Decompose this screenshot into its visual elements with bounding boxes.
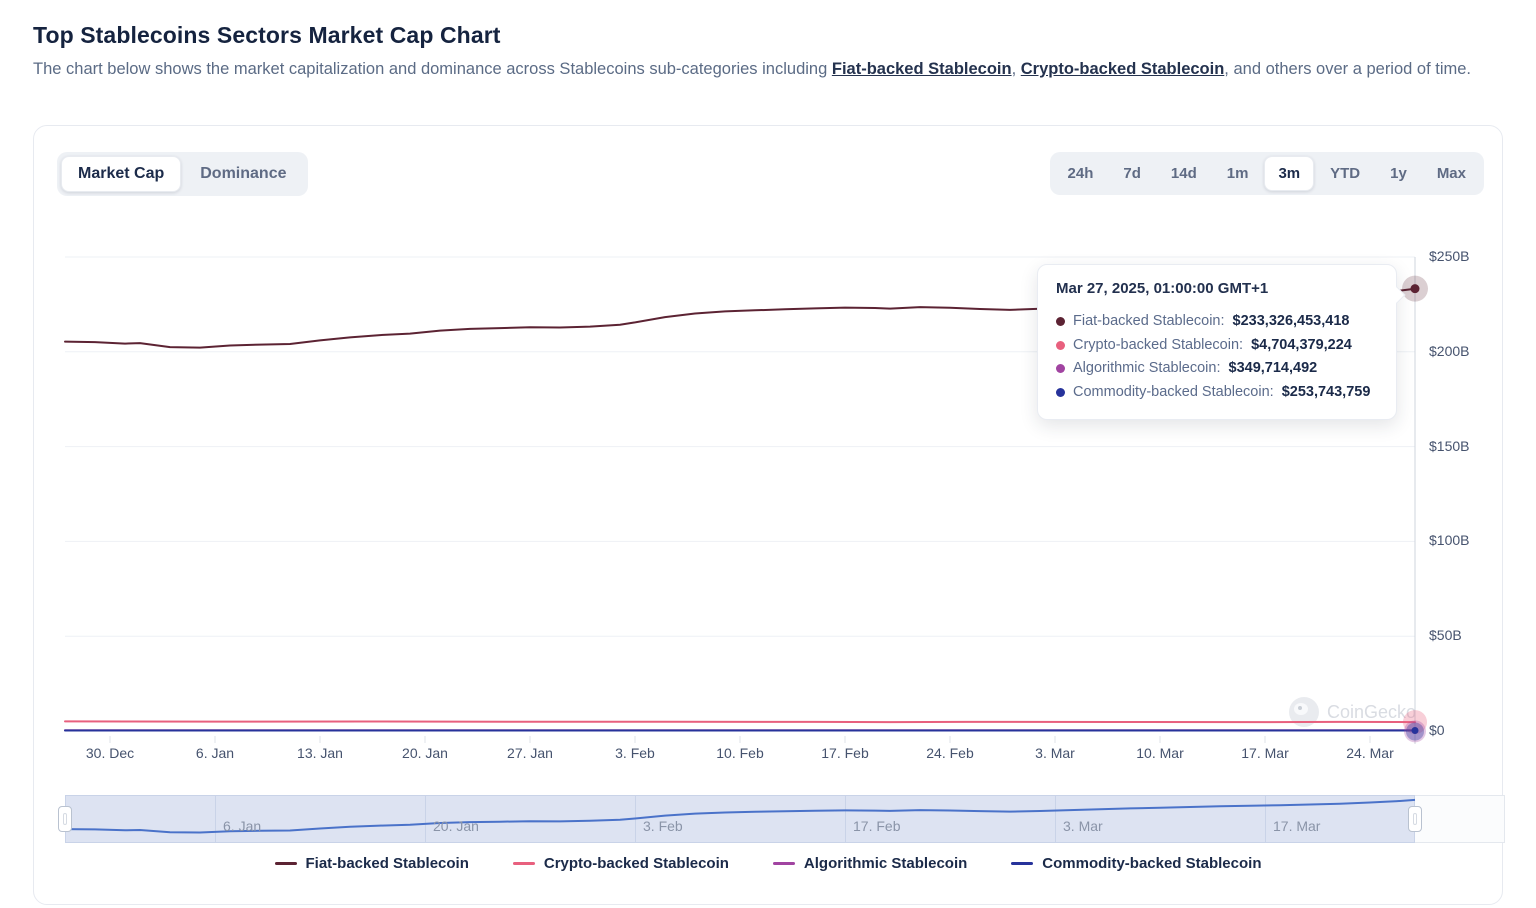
tooltip-series-value: $4,704,379,224 (1251, 336, 1352, 353)
legend-dash-icon (274, 861, 297, 866)
page-title: Top Stablecoins Sectors Market Cap Chart (33, 22, 501, 48)
range-button-7d[interactable]: 7d (1109, 156, 1155, 191)
tooltip-series-label: Commodity-backed Stablecoin: (1073, 383, 1274, 400)
y-axis-label: $150B (1429, 437, 1470, 454)
x-axis-label: 10. Mar (1136, 745, 1184, 761)
chart-tooltip: Mar 27, 2025, 01:00:00 GMT+1 Fiat-backed… (1037, 264, 1406, 420)
tooltip-series-value: $349,714,492 (1228, 360, 1318, 376)
series-color-dot (1056, 317, 1065, 327)
tooltip-row: Algorithmic Stablecoin: $349,714,492 (1056, 357, 1378, 381)
series-color-dot (1056, 387, 1065, 397)
tooltip-row: Commodity-backed Stablecoin: $253,743,759 (1056, 381, 1378, 405)
legend-label: Crypto-backed Stablecoin (543, 855, 729, 872)
navigator-axis-label: 20. Jan (433, 818, 479, 834)
legend-label: Commodity-backed Stablecoin (1042, 855, 1262, 872)
tooltip-series-value: $253,743,759 (1281, 383, 1371, 400)
description-text-end: , and others over a period of time. (1224, 60, 1472, 78)
navigator-axis-label: 17. Mar (1273, 818, 1321, 834)
legend-dash-icon (772, 861, 795, 866)
time-range-group: 24h 7d 14d 1m 3m YTD 1y Max (1049, 152, 1484, 195)
tooltip-timestamp: Mar 27, 2025, 01:00:00 GMT+1 (1056, 280, 1269, 297)
series-color-dot (1056, 340, 1065, 350)
tooltip-row: Fiat-backed Stablecoin: $233,326,453,418 (1056, 310, 1378, 334)
x-axis-label: 20. Jan (402, 745, 448, 761)
chart-card (33, 125, 1503, 905)
x-axis-label: 13. Jan (297, 745, 343, 761)
legend-item-fiat-backed-stablecoin[interactable]: Fiat-backed Stablecoin (274, 855, 469, 872)
tooltip-series-value: $233,326,453,418 (1232, 313, 1350, 329)
chart-legend: Fiat-backed Stablecoin Crypto-backed Stab… (0, 855, 1536, 872)
coingecko-watermark: CoinGecko (1289, 697, 1416, 727)
navigator-left-handle[interactable] (58, 806, 72, 832)
coingecko-watermark-text: CoinGecko (1327, 701, 1417, 722)
legend-item-algorithmic-stablecoin[interactable]: Algorithmic Stablecoin (772, 855, 968, 872)
navigator-axis-label: 3. Feb (643, 818, 683, 834)
y-axis-label: $100B (1429, 532, 1470, 549)
legend-dash-icon (512, 861, 535, 866)
tooltip-series-label: Algorithmic Stablecoin: (1073, 360, 1221, 376)
navigator-axis-label: 6. Jan (223, 818, 262, 834)
handle-grip-icon (1413, 813, 1417, 825)
range-button-1m[interactable]: 1m (1213, 156, 1263, 191)
x-axis-label: 17. Feb (821, 745, 869, 761)
y-axis-label: $50B (1429, 627, 1462, 644)
x-axis-label: 27. Jan (507, 745, 553, 761)
series-color-dot (1056, 364, 1065, 374)
navigator-gridline (845, 795, 846, 843)
x-axis-label: 3. Mar (1035, 745, 1075, 761)
legend-label: Algorithmic Stablecoin (803, 855, 968, 872)
page-description: The chart below shows the market capital… (33, 58, 1495, 81)
navigator-gridline (1265, 795, 1266, 843)
x-axis-label: 10. Feb (716, 745, 764, 761)
tooltip-rows: Fiat-backed Stablecoin: $233,326,453,418 C… (1056, 310, 1378, 404)
coingecko-logo-icon (1289, 697, 1319, 727)
y-axis-label: $250B (1429, 248, 1470, 264)
description-text: The chart below shows the market capital… (33, 60, 832, 78)
view-toggle-group: Market Cap Dominance (57, 152, 308, 196)
x-axis-label: 24. Feb (926, 745, 974, 761)
range-button-3m[interactable]: 3m (1264, 156, 1315, 191)
navigator-axis-label: 3. Mar (1063, 818, 1103, 834)
crypto-backed-stablecoin-link[interactable]: Crypto-backed Stablecoin (1020, 60, 1225, 78)
navigator-track[interactable] (1415, 795, 1505, 843)
legend-label: Fiat-backed Stablecoin (305, 855, 469, 872)
tab-dominance[interactable]: Dominance (183, 156, 303, 192)
x-axis-label: 30. Dec (85, 745, 135, 761)
fiat-backed-stablecoin-link[interactable]: Fiat-backed Stablecoin (831, 60, 1012, 78)
x-axis-label: 17. Mar (1241, 745, 1289, 761)
tooltip-row: Crypto-backed Stablecoin: $4,704,379,224 (1056, 334, 1378, 358)
navigator-gridline (635, 795, 636, 843)
legend-item-commodity-backed-stablecoin[interactable]: Commodity-backed Stablecoin (1011, 855, 1262, 872)
tooltip-series-label: Fiat-backed Stablecoin: (1073, 313, 1225, 329)
range-button-ytd[interactable]: YTD (1316, 156, 1374, 191)
navigator-axis-label: 17. Feb (853, 818, 901, 834)
x-axis-label: 6. Jan (195, 745, 235, 761)
y-axis-label: $200B (1429, 342, 1470, 359)
navigator-gridline (425, 795, 426, 843)
navigator-right-handle[interactable] (1408, 806, 1422, 832)
navigator-selected-range[interactable] (65, 795, 1415, 843)
x-axis-label: 3. Feb (615, 745, 655, 761)
range-button-1y[interactable]: 1y (1376, 156, 1421, 191)
range-button-14d[interactable]: 14d (1157, 156, 1211, 191)
navigator-gridline (1055, 795, 1056, 843)
range-button-24h[interactable]: 24h (1054, 156, 1108, 191)
x-axis-label: 24. Mar (1346, 745, 1394, 761)
tab-market-cap[interactable]: Market Cap (61, 156, 182, 192)
range-button-max[interactable]: Max (1423, 156, 1480, 191)
y-axis-label: $0 (1429, 722, 1445, 738)
description-separator: , (1011, 60, 1021, 78)
handle-grip-icon (63, 813, 67, 825)
legend-dash-icon (1011, 861, 1034, 866)
tooltip-series-label: Crypto-backed Stablecoin: (1073, 336, 1244, 353)
navigator-gridline (215, 795, 216, 843)
legend-item-crypto-backed-stablecoin[interactable]: Crypto-backed Stablecoin (512, 855, 729, 872)
